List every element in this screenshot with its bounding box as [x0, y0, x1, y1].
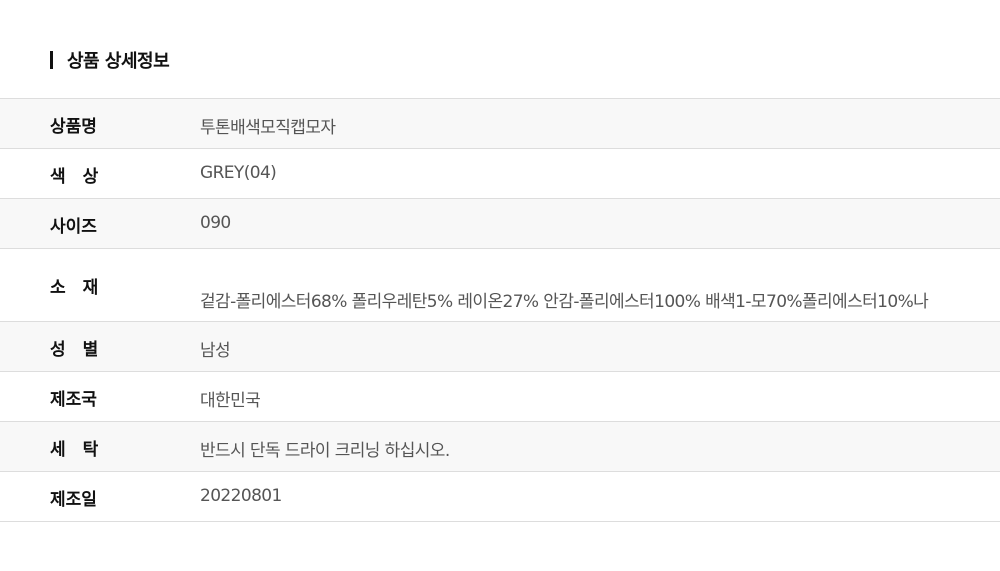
row-washing: 세 탁 반드시 단독 드라이 크리닝 하십시오.	[0, 422, 1000, 472]
row-manufacture-date: 제조일 20220801	[0, 472, 1000, 522]
row-material: 소 재 겉감-폴리에스터68% 폴리우레탄5% 레이온27% 안감-폴리에스터1…	[0, 249, 1000, 322]
row-size: 사이즈 090	[0, 199, 1000, 249]
row-label: 성 별	[50, 340, 99, 360]
row-label: 세 탁	[50, 440, 99, 460]
row-value: 겉감-폴리에스터68% 폴리우레탄5% 레이온27% 안감-폴리에스터100% …	[200, 292, 929, 312]
row-value: 대한민국	[200, 391, 261, 411]
row-label: 제조일	[50, 490, 97, 510]
row-value: 투톤배색모직캡모자	[200, 118, 336, 138]
row-value: 20220801	[200, 486, 282, 506]
row-product-name: 상품명 투톤배색모직캡모자	[0, 99, 1000, 149]
row-gender: 성 별 남성	[0, 322, 1000, 372]
row-label: 사이즈	[50, 217, 97, 237]
row-label: 소 재	[50, 278, 99, 298]
title-bar-marker	[50, 51, 53, 69]
product-detail-table: 상품명 투톤배색모직캡모자 색 상 GREY(04) 사이즈 090 소 재 겉…	[0, 98, 1000, 522]
row-country: 제조국 대한민국	[0, 372, 1000, 422]
row-color: 색 상 GREY(04)	[0, 149, 1000, 199]
row-label: 상품명	[50, 117, 97, 137]
row-value: 090	[200, 213, 231, 233]
row-value: 반드시 단독 드라이 크리닝 하십시오.	[200, 441, 450, 461]
section-title-text: 상품 상세정보	[67, 51, 170, 72]
row-value: 남성	[200, 341, 231, 361]
row-label: 색 상	[50, 167, 99, 187]
row-label: 제조국	[50, 390, 97, 410]
section-title: 상품 상세정보	[50, 49, 170, 72]
row-value: GREY(04)	[200, 163, 277, 183]
